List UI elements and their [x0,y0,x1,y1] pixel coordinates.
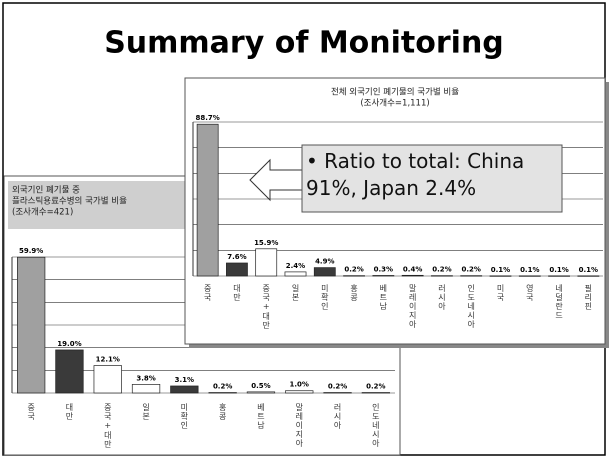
bar [577,275,600,277]
callout-box [301,144,563,213]
bar [285,390,314,394]
slide-title: Summary of Monitoring [104,26,504,61]
bar [170,385,199,394]
value-label: 0.1% [491,266,510,274]
value-label: 4.9% [315,258,334,266]
value-label: 59.9% [19,247,43,255]
category-label: 일본 [291,284,300,302]
bar [55,349,84,394]
value-label: 0.2% [344,266,363,274]
category-label: 러시아 [333,403,342,430]
category-label: 대만 [65,403,74,421]
category-label: 말레이지아 [408,284,417,329]
category-label: 미확인 [180,403,189,430]
category-label: 필리핀 [584,283,593,311]
value-label: 3.8% [136,374,155,382]
category-label: 베트남 [379,284,388,311]
category-label: 대만 [232,284,241,302]
value-label: 19.0% [57,340,81,348]
bar [93,365,122,394]
category-label: 영국 [525,283,534,302]
category-label: 중국 [27,403,36,421]
value-label: 15.9% [254,239,278,247]
value-label: 0.5% [251,382,270,390]
category-label: 베트남 [256,403,265,430]
bar [313,267,336,277]
bar [226,262,248,277]
value-label: 3.1% [175,376,194,384]
bar [401,274,424,277]
bar [460,275,483,277]
chart-title: 외국기인 폐기물 중 [12,185,80,196]
chart-title: (조사개수=1,111) [360,98,429,109]
chart-title: 플라스틱용료수병의 국가별 비율 [12,196,127,207]
bar [131,384,161,394]
bar [17,256,46,394]
category-label: 중국+대만 [103,403,112,449]
value-label: 0.2% [328,383,347,391]
category-label: 러시아 [437,284,446,311]
bar [284,271,307,277]
bar [343,275,365,277]
value-label: 0.1% [579,266,598,274]
bar [548,275,570,277]
callout-text: • Ratio to total: China 91%, Japan 2.4% [306,149,525,200]
category-label: 홍콩 [350,283,359,302]
value-label: 0.2% [213,383,232,391]
category-label: 네덜란드 [554,284,563,320]
bar [246,391,276,394]
category-label: 중국 [203,284,212,302]
value-label: 0.1% [549,266,568,274]
bar [323,392,352,394]
value-label: 88.7% [195,114,219,122]
bar [196,123,219,277]
value-label: 0.4% [403,265,422,273]
value-label: 0.2% [432,266,451,274]
value-label: 12.1% [96,356,120,364]
bar [208,392,237,394]
category-label: 인도네시아 [466,283,475,329]
category-label: 중국+대만 [261,284,270,330]
bar [372,275,395,277]
value-label: 1.0% [290,381,309,389]
bar [489,275,512,277]
category-label: 미확인 [320,284,329,311]
category-label: 일본 [142,403,151,421]
value-label: 7.6% [227,253,246,261]
value-label: 0.2% [366,383,385,391]
bar [518,275,541,277]
category-label: 미국 [496,284,505,302]
value-label: 2.4% [286,262,305,270]
title-box [8,181,192,229]
bar [255,248,278,277]
chart-title: (조사개수=421) [12,207,73,218]
bar [361,392,390,394]
callout-text-box: • Ratio to total: China 91%, Japan 2.4% [306,149,525,200]
category-label: 말레이지아 [294,403,303,448]
callout: • Ratio to total: China 91%, Japan 2.4% [249,144,563,213]
value-label: 0.1% [520,266,539,274]
value-label: 0.3% [374,265,393,273]
front-chart: 전체 외국기인 폐기물의 국가별 비율(조사개수=1,111) 88.7% 중국 7.… [184,77,609,348]
category-label: 인도네시아 [371,402,380,448]
chart-title: 전체 외국기인 폐기물의 국가별 비율 [331,87,459,98]
category-label: 홍콩 [218,402,227,421]
value-label: 0.2% [462,266,481,274]
bar [431,275,453,277]
